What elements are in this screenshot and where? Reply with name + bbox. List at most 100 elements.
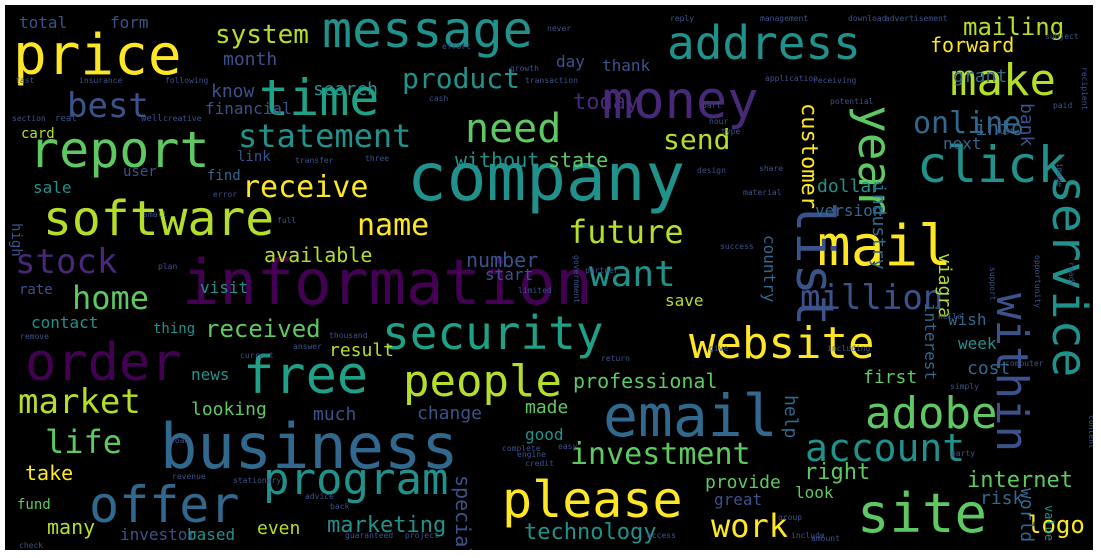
word-total: total	[19, 13, 68, 32]
word-answer: answer	[293, 342, 322, 351]
word-complete: complete	[502, 444, 541, 453]
word-form: form	[110, 13, 149, 32]
word-part: part	[702, 101, 722, 110]
word-country: country	[760, 235, 779, 303]
word-hello: hello	[938, 312, 963, 321]
word-opportunity: opportunity	[1033, 255, 1042, 308]
word-make: make	[950, 55, 1056, 106]
word-stock: stock	[15, 242, 118, 282]
word-forward: forward	[930, 33, 1015, 57]
word-logo: logo	[1027, 511, 1085, 539]
word-find: find	[207, 168, 241, 184]
word-effort: effort	[442, 42, 471, 51]
word-special: special	[451, 475, 475, 550]
word-receiving: receiving	[813, 76, 857, 85]
word-information: information	[182, 246, 593, 319]
word-look: look	[795, 483, 834, 502]
word-hour: hour	[709, 117, 729, 126]
word-stationery: stationery	[233, 476, 282, 485]
word-material: material	[743, 188, 782, 197]
word-section: section	[12, 114, 46, 123]
word-address: address	[667, 16, 861, 70]
word-party: party	[951, 449, 976, 458]
word-paid: paid	[1053, 101, 1073, 110]
word-partner: partner	[585, 266, 619, 275]
word-free: free	[243, 346, 369, 406]
word-return: return	[601, 354, 630, 363]
word-three: three	[365, 154, 390, 163]
word-mail: mail	[817, 214, 952, 279]
word-limited: limited	[518, 286, 552, 295]
word-thank: thank	[602, 56, 651, 75]
word-news: news	[191, 365, 230, 384]
word-next: next	[943, 134, 982, 153]
word-want: want	[589, 254, 676, 295]
word-technology: technology	[524, 520, 657, 545]
word-cash: cash	[429, 94, 449, 103]
word-risk: risk	[980, 488, 1024, 509]
word-error: error	[213, 190, 238, 199]
word-success: success	[720, 242, 754, 251]
word-great: great	[714, 490, 763, 509]
word-computer: computer	[1005, 359, 1044, 368]
word-price: price	[13, 23, 182, 88]
word-version: version	[815, 201, 883, 220]
word-company: company	[407, 139, 686, 216]
word-market: market	[18, 382, 141, 422]
word-bank: bank	[1016, 103, 1037, 147]
word-industry: industry	[868, 183, 889, 270]
word-home: home	[72, 279, 150, 317]
word-life: life	[45, 423, 123, 461]
word-subject: subject	[1045, 32, 1079, 41]
word-order: order	[25, 333, 182, 393]
word-guaranteed: guaranteed	[345, 531, 394, 540]
word-right: right	[804, 460, 871, 485]
word-help: help	[780, 395, 801, 439]
word-software: software	[43, 191, 275, 247]
word-send: send	[663, 123, 731, 156]
word-received: received	[205, 315, 321, 343]
word-growth: growth	[510, 64, 539, 73]
word-please: please	[502, 471, 683, 529]
word-mailing: mailing	[963, 13, 1065, 41]
word-loan: loan	[170, 436, 190, 445]
word-name: name	[357, 208, 430, 243]
word-adobe: adobe	[865, 388, 998, 439]
word-money: money	[602, 71, 759, 131]
word-small: small	[143, 210, 168, 219]
word-project: project	[405, 531, 439, 540]
word-fast: fast	[15, 76, 35, 85]
word-remove: remove	[20, 332, 49, 341]
word-back: back	[330, 502, 350, 511]
word-online: online	[913, 106, 1022, 141]
word-support: support	[988, 267, 997, 301]
word-transaction: transaction	[525, 76, 578, 85]
word-world: world	[1016, 488, 1037, 543]
word-report: report	[29, 121, 210, 179]
word-statement: statement	[238, 117, 412, 155]
word-engine: engine	[517, 450, 546, 459]
word-start: start	[485, 265, 534, 284]
word-rate: rate	[19, 282, 53, 298]
word-info: info	[975, 116, 1024, 140]
word-application: application	[765, 74, 818, 83]
word-check: check	[19, 541, 44, 550]
word-message: message	[322, 5, 533, 59]
word-search: search	[313, 79, 379, 100]
word-sale: sale	[33, 178, 72, 197]
word-account: account	[805, 426, 966, 470]
word-work: work	[711, 507, 789, 545]
word-security: security	[382, 306, 604, 360]
word-thousand: thousand	[329, 331, 368, 340]
word-easy: easy	[558, 442, 578, 451]
word-card: card	[21, 126, 55, 142]
word-state: state	[548, 148, 609, 172]
word-today: today	[573, 90, 640, 115]
word-ready: ready	[1067, 262, 1076, 287]
word-advice: advice	[305, 492, 334, 501]
word-cost: cost	[967, 358, 1011, 379]
word-full: full	[277, 216, 297, 225]
word-website: website	[689, 318, 875, 369]
word-offer: offer	[89, 476, 240, 534]
word-program: program	[263, 454, 449, 505]
